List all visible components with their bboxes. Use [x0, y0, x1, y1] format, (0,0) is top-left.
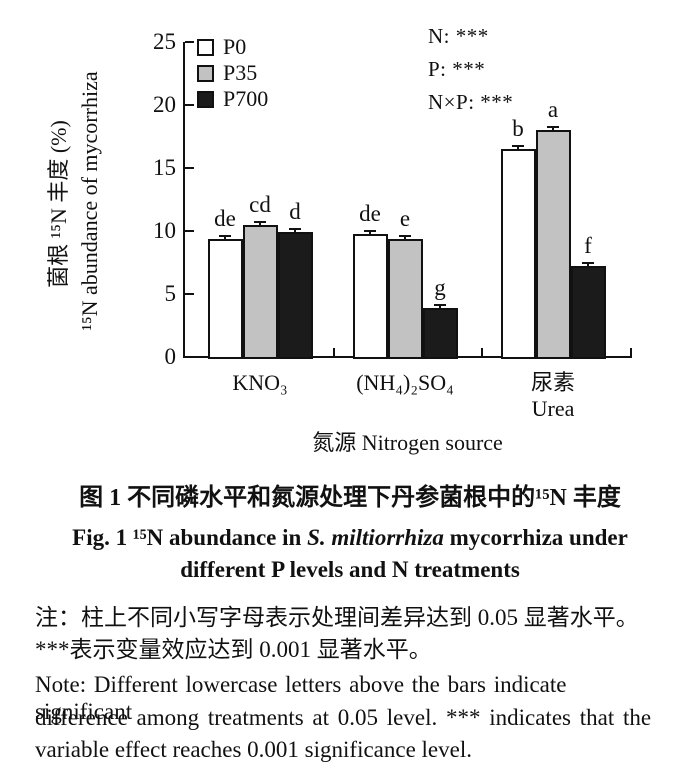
significance-letter: e	[399, 205, 411, 231]
note-zh-line1: 注：柱上不同小写字母表示处理间差异达到 0.05 显著水平。	[35, 605, 639, 630]
bar	[387, 238, 423, 359]
note-en-line2: difference among treatments at 0.05 leve…	[35, 705, 652, 730]
error-bar-cap	[512, 145, 524, 148]
anova-line: N: ***	[428, 24, 489, 48]
anova-line: P: ***	[428, 57, 486, 81]
error-bar-stem	[259, 221, 261, 225]
y-tick-label: 15	[153, 155, 176, 180]
bar	[422, 307, 458, 359]
caption-en-line1: Fig. 1 ¹⁵N abundance in S. miltiorrhiza …	[0, 524, 700, 551]
x-tick	[333, 348, 335, 357]
significance-letter: d	[289, 199, 301, 225]
y-tick	[185, 293, 194, 295]
error-bar-stem	[404, 235, 406, 239]
significance-letter: b	[512, 116, 524, 142]
anova-line: N×P: ***	[428, 90, 514, 114]
legend-label: P0	[223, 34, 247, 59]
x-tick	[481, 348, 483, 357]
y-tick-label: 10	[153, 218, 176, 243]
x-category-label: KNO₃	[232, 370, 288, 395]
error-bar-stem	[294, 229, 296, 233]
note-en-line1: Note: Different lowercase letters above …	[35, 672, 567, 724]
bar	[352, 233, 388, 359]
y-tick-label: 20	[153, 92, 176, 117]
significance-letter: de	[214, 205, 236, 231]
caption-zh: 图 1 不同磷水平和氮源处理下丹参菌根中的¹⁵N 丰度	[79, 485, 621, 511]
caption-en-line2: different P levels and N treatments	[180, 557, 520, 582]
y-tick	[185, 167, 194, 169]
error-bar-cap	[289, 228, 301, 231]
legend-item: P35	[197, 60, 268, 86]
y-axis-title-en: ¹⁵N abundance of mycorrhiza	[77, 71, 102, 331]
x-category-label: (NH₄)₂SO₄	[356, 370, 454, 395]
bar	[207, 238, 243, 359]
error-bar-stem	[587, 263, 589, 267]
significance-letter: a	[547, 97, 559, 123]
significance-letter: g	[434, 274, 446, 300]
legend-item: P0	[197, 34, 268, 60]
legend-swatch-p35	[197, 64, 214, 82]
legend-swatch-p700	[197, 90, 214, 108]
error-bar-stem	[224, 235, 226, 239]
y-tick	[185, 104, 194, 106]
error-bar-cap	[434, 303, 446, 306]
bar	[277, 232, 313, 359]
bar	[242, 224, 278, 359]
legend-label: P700	[223, 86, 269, 111]
error-bar-stem	[439, 304, 441, 308]
x-category-label: 尿素	[530, 370, 575, 395]
y-tick	[185, 230, 194, 232]
error-bar-cap	[364, 229, 376, 232]
y-tick	[185, 41, 194, 43]
significance-letter: cd	[249, 191, 271, 217]
y-tick-label: 5	[164, 281, 177, 306]
significance-letter: f	[584, 233, 592, 259]
error-bar-cap	[582, 262, 594, 265]
y-axis-title-zh: 菌根 ¹⁵N 丰度 (%)	[46, 120, 71, 288]
x-tick	[630, 348, 632, 357]
anova-annotations: N: *** P: *** N×P: ***	[428, 24, 513, 123]
error-bar-cap	[254, 220, 266, 223]
legend-item: P700	[197, 86, 268, 112]
y-axis-line	[183, 42, 185, 358]
y-tick-label: 25	[153, 29, 176, 54]
legend-swatch-p0	[197, 38, 214, 56]
significance-letter: de	[359, 200, 381, 226]
caption-en-species: S. miltiorrhiza	[307, 525, 444, 550]
y-tick-label: 0	[164, 344, 177, 369]
error-bar-cap	[399, 234, 411, 237]
error-bar-stem	[369, 230, 371, 234]
bar	[535, 130, 571, 359]
error-bar-stem	[517, 146, 519, 150]
caption-en-suffix: mycorrhiza under	[443, 525, 628, 550]
note-zh-line2: ***表示变量效应达到 0.001 显著水平。	[35, 637, 432, 662]
legend: P0 P35 P700	[197, 34, 268, 112]
x-axis-title: 氮源 Nitrogen source	[312, 430, 503, 455]
error-bar-stem	[552, 127, 554, 131]
error-bar-cap	[219, 234, 231, 237]
bar	[500, 149, 536, 359]
caption-en-prefix: Fig. 1 ¹⁵N abundance in	[72, 525, 308, 550]
legend-label: P35	[223, 60, 258, 85]
note-en-line3: variable effect reaches 0.001 significan…	[35, 737, 472, 762]
error-bar-cap	[547, 126, 559, 129]
bar	[570, 266, 606, 359]
x-category-label: Urea	[531, 396, 575, 421]
